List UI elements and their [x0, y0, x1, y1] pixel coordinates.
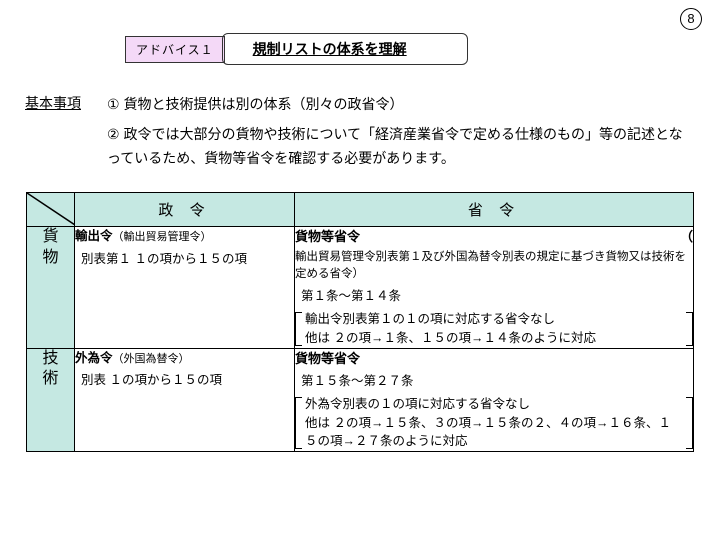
num-2-icon: ② — [107, 123, 120, 147]
advice-label: アドバイス１ — [125, 36, 225, 63]
basics-section: 基本事項 ① 貨物と技術提供は別の体系（別々の政省令） ② 政令では大部分の貨物… — [25, 93, 695, 170]
rowlabel-goods: 貨物 — [27, 227, 75, 348]
goods-bracket-line1: 輸出令別表第１の１の項に対応する省令なし — [305, 310, 683, 329]
page-title: 規制リストの体系を理解 — [253, 41, 407, 57]
tech-bracket: 外為令別表の１の項に対応する省令なし 他は ２の項→１５条、３の項→１５条の２、… — [295, 395, 693, 451]
table-row: 技術 外為令（外国為替令） 別表 １の項から１５の項 貨物等省令 第１５条～第２… — [27, 348, 694, 452]
tech-shorei-cell: 貨物等省令 第１５条～第２７条 外為令別表の１の項に対応する省令なし 他は ２の… — [295, 348, 694, 452]
goods-ordinance-head: 貨物等省令 — [295, 227, 360, 247]
header: アドバイス１ 規制リストの体系を理解 — [125, 33, 695, 65]
corner-cell — [27, 193, 75, 227]
point-2-text: 政令では大部分の貨物や技術について「経済産業省令で定める仕様のもの」等の記述とな… — [107, 126, 683, 166]
goods-article-range: 第１条～第１４条 — [301, 287, 693, 306]
title-box: 規制リストの体系を理解 — [222, 33, 468, 65]
export-order-title: 輸出令 — [75, 229, 113, 243]
goods-bracket: 輸出令別表第１の１の項に対応する省令なし 他は ２の項→１条、１５の項→１４条の… — [295, 310, 693, 348]
goods-ordinance-sub: 輸出貿易管理令別表第１及び外国為替令別表の規定に基づき貨物又は技術を定める省令） — [295, 249, 693, 284]
goods-seirei-cell: 輸出令（輸出貿易管理令） 別表第１ １の項から１５の項 — [75, 227, 295, 348]
tech-bracket-line1: 外為令別表の１の項に対応する省令なし — [305, 395, 683, 414]
tech-article-range: 第１５条～第２７条 — [301, 372, 693, 391]
export-order-detail: 別表第１ １の項から１５の項 — [81, 250, 294, 269]
table-row: 貨物 輸出令（輸出貿易管理令） 別表第１ １の項から１５の項 貨物等省令 （ 輸… — [27, 227, 694, 348]
point-2: ② 政令では大部分の貨物や技術について「経済産業省令で定める仕様のもの」等の記述… — [107, 123, 695, 171]
header-seirei: 政 令 — [75, 193, 295, 227]
rowlabel-tech: 技術 — [27, 348, 75, 452]
forex-order-detail: 別表 １の項から１５の項 — [81, 371, 294, 390]
forex-order-paren: （外国為替令） — [113, 353, 190, 365]
regulation-table: 政 令 省 令 貨物 輸出令（輸出貿易管理令） 別表第１ １の項から１５の項 貨… — [26, 192, 694, 452]
goods-shorei-cell: 貨物等省令 （ 輸出貿易管理令別表第１及び外国為替令別表の規定に基づき貨物又は技… — [295, 227, 694, 348]
goods-bracket-line2: 他は ２の項→１条、１５の項→１４条のように対応 — [305, 329, 683, 348]
tech-seirei-cell: 外為令（外国為替令） 別表 １の項から１５の項 — [75, 348, 295, 452]
tech-bracket-line2: 他は ２の項→１５条、３の項→１５条の２、４の項→１６条、１５の項→２７条のよう… — [305, 414, 683, 452]
point-1: ① 貨物と技術提供は別の体系（別々の政省令） — [107, 93, 695, 117]
basics-label: 基本事項 — [25, 93, 91, 170]
basics-body: ① 貨物と技術提供は別の体系（別々の政省令） ② 政令では大部分の貨物や技術につ… — [107, 93, 695, 170]
point-1-text: 貨物と技術提供は別の体系（別々の政省令） — [123, 96, 403, 112]
page-number: 8 — [680, 8, 702, 30]
header-shorei: 省 令 — [295, 193, 694, 227]
tech-ordinance-head: 貨物等省令 — [295, 349, 360, 369]
export-order-paren: （輸出貿易管理令） — [113, 231, 212, 243]
goods-ordinance-paren: （ — [680, 227, 693, 247]
num-1-icon: ① — [107, 93, 120, 117]
forex-order-title: 外為令 — [75, 351, 113, 365]
table-header-row: 政 令 省 令 — [27, 193, 694, 227]
